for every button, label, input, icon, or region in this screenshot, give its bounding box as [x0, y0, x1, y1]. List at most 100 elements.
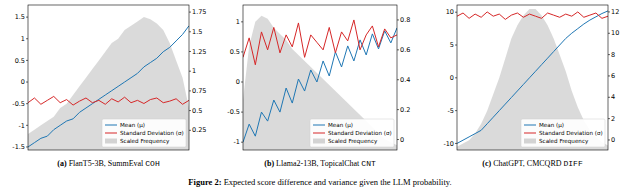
legend: Mean (μ)Standard Deviation (σ)Scaled Fre… [521, 119, 605, 147]
legend-key [105, 139, 117, 144]
y2-tick-label: 0.25 [192, 126, 206, 134]
caption-code: COH [145, 159, 160, 168]
plot-data [28, 17, 189, 150]
caption-code: CNT [361, 159, 376, 168]
series-line [243, 20, 397, 65]
y2-tick [397, 49, 399, 50]
legend-key [524, 133, 536, 134]
y-tick [241, 112, 243, 113]
y-tick-label: -1 [234, 138, 240, 146]
y2-tick-label: 8 [611, 51, 615, 59]
y-tick-label: -0.5 [227, 108, 240, 116]
plot-data [457, 9, 608, 150]
legend-key [313, 139, 325, 144]
figure-caption-label: Figure 2: [188, 177, 221, 187]
plot-frame [28, 5, 189, 150]
y2-tick-label: 0.75 [192, 87, 206, 95]
y2-tick-label: 12 [611, 8, 619, 16]
legend-label: Mean (μ) [328, 122, 353, 129]
frequency-area [28, 17, 189, 150]
y-tick-label: 0 [236, 78, 240, 86]
legend-key [105, 125, 117, 126]
y2-tick-label: 1 [192, 67, 196, 75]
series-line [457, 12, 608, 19]
caption-tag: (b) [264, 159, 274, 168]
legend: Mean (μ)Standard Deviation (σ)Scaled Fre… [102, 119, 186, 147]
y-tick [26, 38, 28, 39]
legend: Mean (μ)Standard Deviation (σ) Scaled Fre… [310, 119, 394, 147]
y-tick [455, 12, 457, 13]
y2-tick-label: 6 [611, 72, 615, 80]
legend-key [105, 133, 117, 134]
y2-tick [397, 139, 399, 140]
y2-tick [189, 51, 191, 52]
panel: -1-0.500.5100.20.40.60.8Mean (μ)Standard… [227, 5, 410, 168]
y2-tick-label: 10 [611, 29, 619, 37]
y2-tick [608, 75, 610, 76]
plot-frame [243, 5, 397, 150]
legend-label: Standard Deviation (σ) [328, 130, 392, 136]
frequency-area [457, 9, 608, 150]
y2-tick [189, 31, 191, 32]
y2-tick-label: 0 [400, 136, 404, 144]
y-tick-label: -1.5 [12, 143, 25, 151]
y2-tick-label: 0 [611, 136, 615, 144]
y2-tick [397, 109, 399, 110]
y2-tick [608, 97, 610, 98]
legend-label: Scaled Frequency [328, 138, 378, 145]
y-tick-label: 1 [236, 18, 240, 26]
legend-box [102, 119, 186, 147]
y-tick-label: -10 [443, 140, 454, 148]
frequency-area [243, 16, 397, 150]
legend-key [524, 139, 536, 144]
series-line [28, 26, 189, 147]
y-tick [241, 21, 243, 22]
y2-tick [608, 54, 610, 55]
y-tick [455, 77, 457, 78]
plot-data [243, 16, 397, 150]
y-tick [241, 51, 243, 52]
y-tick [26, 125, 28, 126]
y2-tick [608, 11, 610, 12]
y-tick-label: 0.5 [230, 48, 240, 56]
y2-tick [608, 118, 610, 119]
y-tick-label: -0.5 [12, 100, 25, 108]
series-line [28, 96, 189, 105]
y2-tick [189, 130, 191, 131]
y-tick [26, 103, 28, 104]
y-tick-label: 1 [21, 35, 25, 43]
legend-label: Mean (μ) [539, 122, 564, 129]
caption-tag: (c) [482, 159, 491, 168]
legend-key [313, 125, 325, 126]
y2-tick-label: 0.8 [400, 16, 410, 24]
y2-tick [608, 139, 610, 140]
y-tick [26, 146, 28, 147]
y2-tick-label: 1.75 [192, 8, 206, 16]
y-tick [26, 17, 28, 18]
y-tick-label: -5 [448, 107, 454, 115]
y2-tick-label: 0.5 [192, 107, 202, 115]
caption-tag: (a) [57, 159, 67, 168]
figure-caption-text: Expected score difference and variance g… [222, 177, 452, 187]
y-tick [455, 45, 457, 46]
caption-text: ChatGPT, CMCQRD [491, 159, 563, 168]
y-tick-label: 0 [21, 78, 25, 86]
y2-tick-label: 1.5 [192, 28, 202, 36]
panel: -10-50510024681012Mean (μ)Standard Devia… [443, 5, 619, 168]
y-tick [455, 110, 457, 111]
y-tick-label: -1 [19, 122, 25, 130]
legend-box [310, 119, 394, 147]
caption-text: FlanT5-3B, SummEval [67, 159, 146, 168]
y-tick-label: 0 [450, 74, 454, 82]
y2-tick-label: 1.25 [192, 48, 206, 56]
legend-label: Scaled Frequency [539, 138, 589, 145]
caption-code: DIFF [564, 159, 583, 168]
figure-caption: Figure 2: Expected score difference and … [188, 177, 451, 187]
panel-caption: (a) FlanT5-3B, SummEval COH [57, 159, 160, 168]
y2-tick-label: 4 [611, 93, 615, 101]
y2-tick [397, 19, 399, 20]
y2-tick-label: 0.4 [400, 76, 410, 84]
panel-caption: (c) ChatGPT, CMCQRD DIFF [482, 159, 583, 168]
y2-tick-label: 0.6 [400, 46, 410, 54]
y2-tick [189, 12, 191, 13]
